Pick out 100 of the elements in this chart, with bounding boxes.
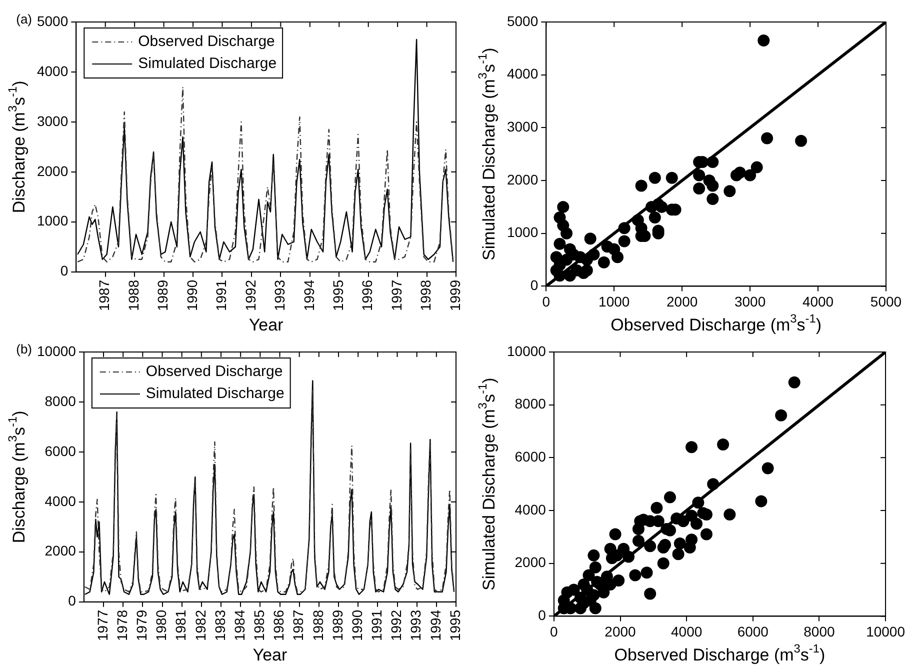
point [612,251,624,264]
x-tick-label: 1999 [446,280,463,312]
y-axis-title: Simulated Discharge (m3s-1) [475,378,499,590]
point [734,166,746,179]
point [618,222,630,234]
y-tick-label: 4000 [514,501,546,518]
x-tick-label: 1986 [270,610,287,642]
point [724,185,736,198]
point [761,132,774,144]
x-tick-label: 1993 [272,280,288,312]
point [618,235,630,248]
point [580,264,593,276]
legend-label: Observed Discharge [146,363,283,380]
y-tick-label: 2000 [506,171,538,188]
x-tick-label: 1989 [329,610,346,642]
x-tick-label: 5000 [870,293,902,310]
x-tick-label: 1995 [446,610,463,642]
point [574,251,586,264]
x-tick-label: 1998 [418,280,434,312]
x-tick-label: 1988 [125,280,142,312]
x-tick-label: 1980 [153,610,170,642]
x-tick-label: 2000 [666,293,698,310]
y-axis-title: Discharge (m3s-1) [5,410,29,544]
point [598,256,610,268]
y-tick-label: 6000 [44,442,76,459]
x-tick-label: 1984 [231,610,248,642]
x-tick-label: 1994 [427,610,444,642]
x-axis-title: Year [248,316,284,335]
y-tick-label: 0 [68,592,76,609]
y-tick-label: 2000 [514,554,546,570]
chart-title: (b) [16,342,32,357]
y-tick-label: 3000 [36,112,68,129]
point [557,200,570,213]
point [706,193,719,206]
x-tick-label: 1987 [96,280,112,312]
x-tick-label: 1000 [598,293,630,310]
point [666,172,678,184]
x-tick-label: 1990 [348,610,365,642]
x-tick-label: 1997 [388,280,404,312]
y-tick-label: 2000 [44,542,76,559]
legend-label: Observed Discharge [138,33,275,50]
x-tick-label: 1991 [368,610,385,642]
x-tick-label: 6000 [737,623,769,640]
y-tick-label: 3000 [506,118,538,135]
x-tick-label: 1985 [251,610,268,642]
x-tick-label: 1988 [310,610,326,642]
x-tick-label: 1990 [184,280,200,312]
x-tick-label: 1978 [114,610,130,642]
x-tick-label: 1981 [172,610,189,642]
line-series [77,86,454,262]
point [656,200,668,213]
y-tick-label: 4000 [36,62,68,79]
y-tick-label: 4000 [506,66,538,82]
y-axis-title: Discharge (m3s-1) [5,80,29,214]
x-tick-label: 1993 [408,610,424,642]
point [564,243,576,256]
y-tick-label: 4000 [44,492,76,509]
point [648,212,661,224]
x-tick-label: 1996 [359,280,376,312]
y-tick-label: 0 [60,262,68,279]
x-axis-title: Year [252,646,288,665]
point [693,182,706,194]
x-tick-label: 8000 [804,623,835,640]
x-tick-label: 1979 [134,610,150,642]
y-tick-label: 8000 [514,396,546,412]
point [706,156,719,168]
point [758,34,770,46]
x-tick-label: 10000 [866,623,906,640]
x-tick-label: 1992 [242,280,258,312]
x-tick-label: 3000 [734,293,766,310]
chart-title: (a) [16,12,32,27]
y-tick-label: 2000 [36,162,68,179]
point [646,200,658,213]
point [648,172,661,184]
x-tick-label: 1992 [388,610,404,642]
x-tick-label: 1989 [154,280,171,312]
x-tick-label: 4000 [670,623,702,640]
x-tick-label: 1995 [330,280,346,312]
x-tick-label: 2000 [604,623,636,640]
x-tick-label: 1991 [213,280,230,312]
y-tick-label: 5000 [506,12,538,29]
x-tick-label: 4000 [802,293,834,310]
point [601,240,614,253]
y-tick-label: 6000 [514,448,546,465]
y-tick-label: 10000 [36,342,76,359]
x-tick-label: 0 [550,623,558,640]
y-tick-label: 8000 [44,392,76,409]
point [744,169,756,182]
x-tick-label: 1982 [192,610,208,642]
point [693,169,706,182]
legend-label: Simulated Discharge [146,385,284,402]
point [635,180,648,192]
point [632,214,644,226]
point [750,161,763,174]
y-tick-label: 1000 [36,212,68,229]
point [560,227,573,240]
point [706,180,719,192]
y-tick-label: 1000 [506,224,538,240]
y-tick-label: 10000 [506,342,546,359]
point [584,232,596,245]
